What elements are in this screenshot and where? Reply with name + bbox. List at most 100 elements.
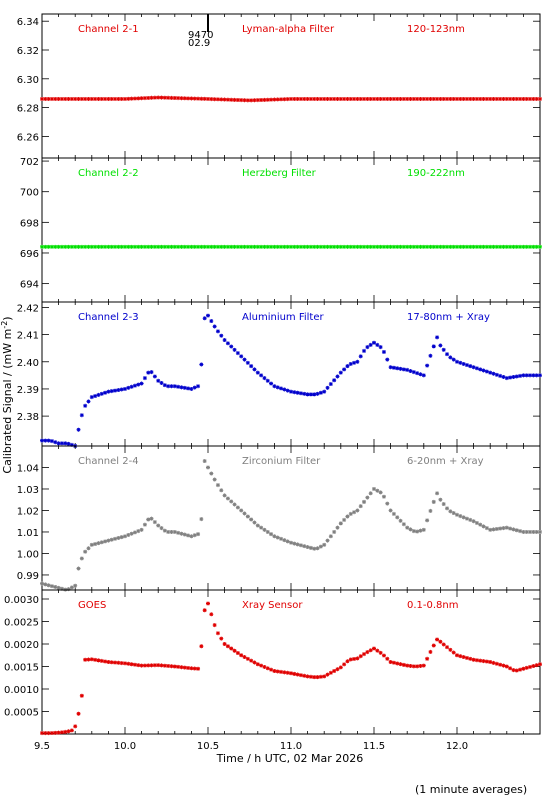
- data-point: [418, 663, 423, 668]
- data-point: [103, 96, 108, 101]
- data-point: [538, 244, 542, 249]
- data-point: [295, 390, 300, 395]
- data-point: [166, 529, 171, 534]
- data-point: [249, 517, 254, 522]
- data-point: [405, 525, 410, 530]
- data-point: [461, 515, 466, 520]
- data-point: [478, 244, 483, 249]
- data-point: [206, 244, 210, 249]
- data-point: [56, 244, 61, 249]
- data-point: [89, 96, 94, 101]
- data-point: [408, 369, 413, 374]
- data-point: [89, 657, 94, 662]
- data-point: [292, 390, 297, 395]
- data-point: [415, 529, 420, 534]
- data-point: [40, 96, 44, 101]
- data-point: [269, 667, 274, 672]
- data-point: [362, 96, 367, 101]
- data-point: [149, 244, 154, 249]
- data-point: [464, 363, 469, 368]
- data-point: [461, 244, 466, 249]
- data-point: [332, 529, 337, 534]
- data-point: [468, 517, 473, 522]
- data-point: [83, 403, 88, 408]
- data-point: [76, 711, 81, 716]
- data-point: [305, 674, 310, 679]
- data-point: [378, 244, 383, 249]
- data-point: [235, 244, 240, 249]
- data-point: [318, 544, 323, 549]
- data-point: [345, 514, 350, 519]
- data-point: [332, 669, 337, 673]
- data-point: [348, 361, 353, 366]
- data-point: [206, 96, 210, 101]
- data-point: [388, 660, 393, 664]
- data-point: [76, 96, 81, 101]
- data-point: [239, 653, 244, 658]
- data-point: [494, 526, 499, 531]
- data-point: [225, 244, 230, 249]
- data-point: [471, 244, 476, 249]
- data-point: [159, 380, 164, 385]
- data-point: [484, 96, 489, 101]
- data-point: [96, 96, 101, 101]
- data-point: [43, 244, 48, 249]
- data-point: [289, 671, 293, 676]
- data-point: [385, 244, 390, 249]
- data-point: [259, 525, 264, 530]
- data-point: [308, 244, 313, 249]
- data-point: [335, 525, 340, 530]
- data-point: [328, 670, 333, 675]
- data-point: [298, 543, 303, 548]
- data-point: [43, 731, 48, 736]
- data-point: [206, 313, 210, 318]
- data-point: [93, 542, 98, 547]
- data-point: [136, 244, 141, 249]
- data-point: [99, 244, 104, 249]
- data-point: [514, 668, 519, 673]
- data-point: [126, 96, 131, 101]
- data-point: [445, 244, 450, 249]
- data-point: [156, 244, 161, 249]
- data-point: [189, 534, 194, 539]
- panel-frame: [41, 13, 541, 159]
- data-point: [474, 244, 479, 249]
- data-point: [182, 385, 187, 390]
- data-point: [272, 669, 277, 673]
- data-point: [425, 363, 430, 368]
- data-point: [478, 658, 483, 663]
- data-point: [76, 566, 81, 571]
- data-point: [56, 730, 61, 735]
- data-point: [192, 96, 197, 101]
- data-point: [49, 96, 54, 101]
- data-point: [166, 663, 171, 668]
- data-point: [83, 657, 88, 662]
- data-point: [498, 662, 503, 667]
- data-point: [421, 373, 426, 378]
- data-point: [521, 666, 526, 671]
- data-point: [518, 244, 523, 249]
- data-point: [86, 546, 91, 551]
- data-point: [275, 97, 280, 102]
- data-point: [139, 244, 144, 249]
- data-point: [375, 342, 380, 347]
- data-point: [272, 97, 277, 102]
- data-point: [69, 442, 74, 447]
- data-point: [332, 96, 337, 101]
- data-point: [215, 97, 220, 102]
- data-point: [259, 373, 264, 378]
- data-point: [524, 529, 529, 534]
- data-point: [484, 659, 489, 664]
- data-point: [99, 391, 104, 396]
- panel-frame: [41, 301, 541, 447]
- data-point: [338, 370, 343, 375]
- data-point: [229, 97, 234, 102]
- data-point: [116, 535, 121, 540]
- data-point: [99, 658, 104, 663]
- data-point: [358, 354, 363, 359]
- data-point: [355, 96, 360, 101]
- data-point: [468, 96, 473, 101]
- data-point: [289, 540, 293, 545]
- data-point: [345, 659, 350, 664]
